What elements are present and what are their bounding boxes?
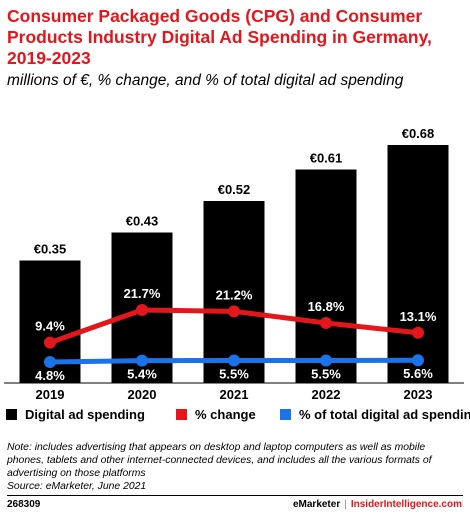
brand-insider-intelligence: InsiderIntelligence.com [350, 499, 462, 510]
source-text: Source: eMarketer, June 2021 [7, 481, 147, 492]
percent-of-total-point [44, 356, 56, 368]
percent-change-point [228, 305, 240, 318]
legend-item-percent-change: % change [176, 407, 256, 422]
percent-change-label: 21.2% [216, 287, 253, 302]
bar [295, 169, 357, 383]
brand-separator: | [344, 499, 347, 510]
chart-id: 268309 [7, 499, 41, 510]
percent-of-total-point [412, 354, 424, 367]
percent-change-label: 9.4% [35, 319, 65, 334]
x-tick-label: 2021 [220, 387, 249, 402]
percent-of-total-point [320, 354, 332, 367]
percent-of-total-label: 4.8% [35, 368, 65, 383]
legend-item-percent-of-total: % of total digital ad spending [280, 407, 470, 422]
x-tick-label: 2020 [128, 387, 157, 402]
percent-of-total-label: 5.4% [127, 367, 157, 382]
percent-of-total-point [136, 354, 148, 367]
percent-change-label: 16.8% [308, 299, 345, 314]
bar [203, 201, 265, 383]
bar-value-label: €0.68 [402, 126, 435, 141]
percent-of-total-label: 5.6% [403, 366, 433, 381]
chart-area: €0.35 €0.43 €0.52 €0.61 €0.68 2019 2020 2021 202… [4, 126, 464, 402]
percent-of-total-point [228, 354, 240, 367]
legend-swatch-red [176, 409, 187, 420]
chart-subtitle: millions of €, % change, and % of total … [7, 72, 404, 89]
x-tick-label: 2022 [312, 387, 341, 402]
percent-change-point [412, 326, 424, 339]
brand-emarketer: eMarketer [292, 499, 341, 510]
legend-label: % change [195, 407, 256, 422]
bar-value-label: €0.43 [126, 214, 159, 229]
legend-item-digital-ad-spending: Digital ad spending [6, 407, 145, 422]
bar-value-label: €0.61 [310, 151, 343, 166]
bar-value-label: €0.35 [34, 242, 67, 257]
chart-footnote: Note: includes advertising that appears … [7, 441, 465, 493]
legend-swatch-blue [280, 409, 291, 420]
percent-of-total-label: 5.5% [311, 366, 341, 381]
x-tick-label: 2019 [36, 387, 65, 402]
bar [387, 145, 449, 383]
x-tick-label: 2023 [404, 387, 433, 402]
percent-change-label: 13.1% [400, 309, 437, 324]
legend-swatch-black [6, 409, 17, 420]
chart-title: Consumer Packaged Goods (CPG) and Consum… [7, 6, 432, 68]
legend-label: Digital ad spending [25, 407, 145, 422]
footer-brand: eMarketer | InsiderIntelligence.com [293, 499, 462, 510]
percent-change-point [136, 304, 148, 316]
chart-legend: Digital ad spending % change % of total … [6, 407, 470, 425]
percent-change-point [320, 316, 332, 329]
footer-divider [7, 495, 463, 496]
percent-of-total-label: 5.5% [219, 366, 249, 381]
note-text: Note: includes advertising that appears … [7, 442, 432, 479]
percent-change-point [44, 336, 56, 349]
legend-label: % of total digital ad spending [299, 407, 470, 422]
bar-value-label: €0.52 [218, 182, 251, 197]
percent-change-label: 21.7% [124, 286, 161, 301]
